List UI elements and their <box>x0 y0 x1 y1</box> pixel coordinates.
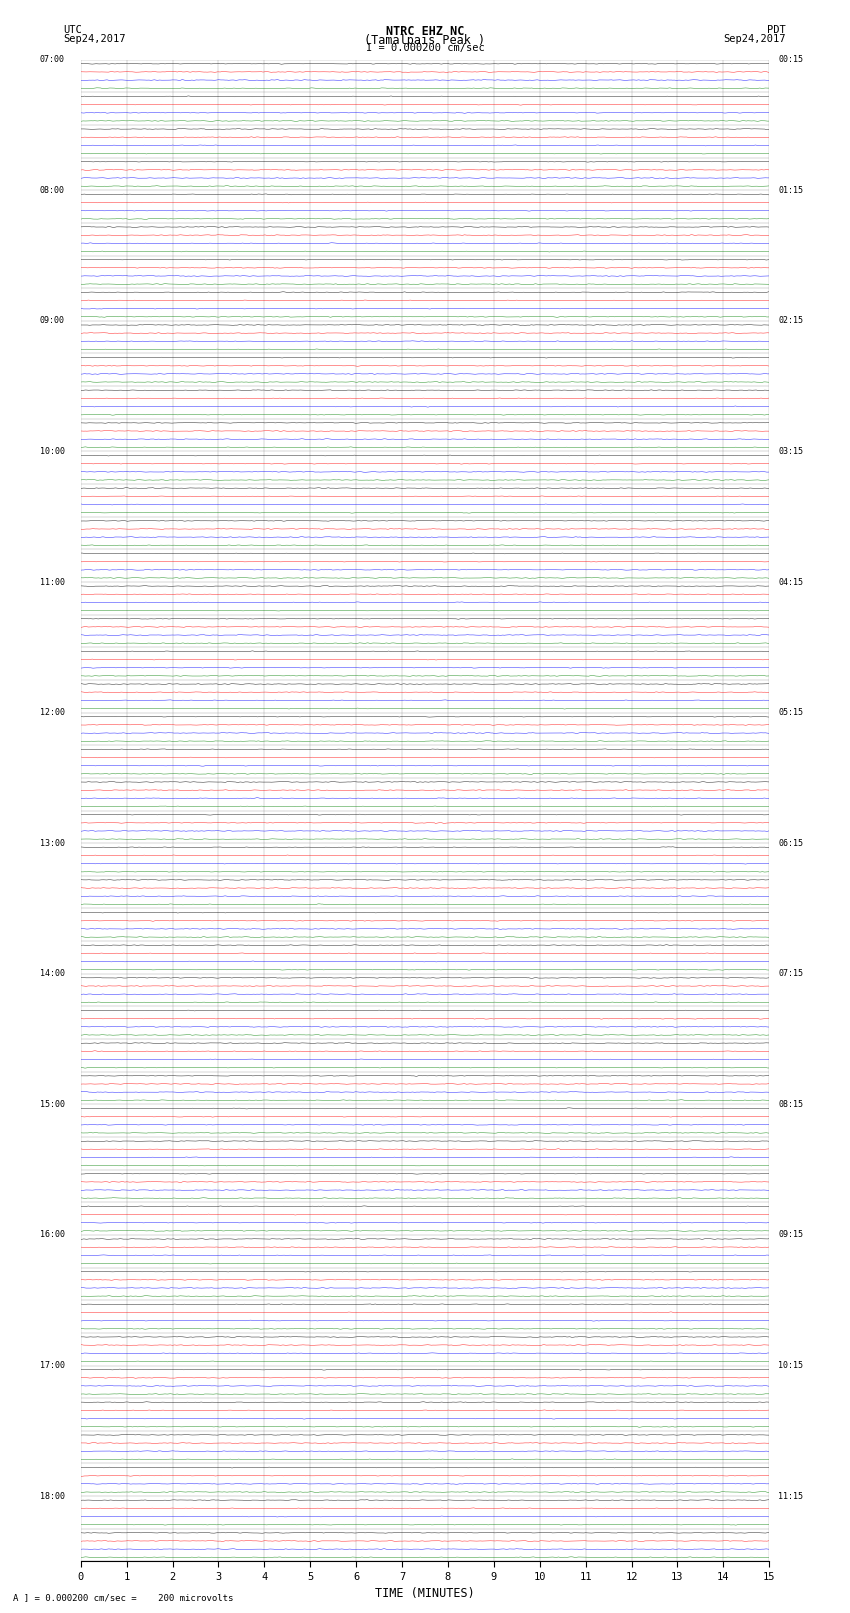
Text: 15:00: 15:00 <box>40 1100 65 1108</box>
Text: 16:00: 16:00 <box>40 1231 65 1239</box>
Text: 10:15: 10:15 <box>779 1361 803 1369</box>
Text: 11:15: 11:15 <box>779 1492 803 1500</box>
Text: 13:00: 13:00 <box>40 839 65 848</box>
Text: 09:15: 09:15 <box>779 1231 803 1239</box>
Text: 09:00: 09:00 <box>40 316 65 326</box>
Text: 10:00: 10:00 <box>40 447 65 456</box>
Text: 07:00: 07:00 <box>40 55 65 65</box>
Text: 02:15: 02:15 <box>779 316 803 326</box>
Text: NTRC EHZ NC: NTRC EHZ NC <box>386 24 464 39</box>
Text: 05:15: 05:15 <box>779 708 803 718</box>
Text: 04:15: 04:15 <box>779 577 803 587</box>
Text: 08:15: 08:15 <box>779 1100 803 1108</box>
Text: 17:00: 17:00 <box>40 1361 65 1369</box>
Text: 03:15: 03:15 <box>779 447 803 456</box>
Text: 12:00: 12:00 <box>40 708 65 718</box>
Text: A ] = 0.000200 cm/sec =    200 microvolts: A ] = 0.000200 cm/sec = 200 microvolts <box>13 1592 233 1602</box>
Text: UTC: UTC <box>64 24 82 35</box>
Text: 01:15: 01:15 <box>779 185 803 195</box>
Text: 00:15: 00:15 <box>779 55 803 65</box>
X-axis label: TIME (MINUTES): TIME (MINUTES) <box>375 1587 475 1600</box>
Text: 14:00: 14:00 <box>40 969 65 977</box>
Text: PDT: PDT <box>768 24 786 35</box>
Text: 18:00: 18:00 <box>40 1492 65 1500</box>
Text: Sep24,2017: Sep24,2017 <box>64 34 127 44</box>
Text: 11:00: 11:00 <box>40 577 65 587</box>
Text: I = 0.000200 cm/sec: I = 0.000200 cm/sec <box>366 44 484 53</box>
Text: 07:15: 07:15 <box>779 969 803 977</box>
Text: 06:15: 06:15 <box>779 839 803 848</box>
Text: 08:00: 08:00 <box>40 185 65 195</box>
Text: (Tamalpais Peak ): (Tamalpais Peak ) <box>365 34 485 47</box>
Text: Sep24,2017: Sep24,2017 <box>723 34 786 44</box>
